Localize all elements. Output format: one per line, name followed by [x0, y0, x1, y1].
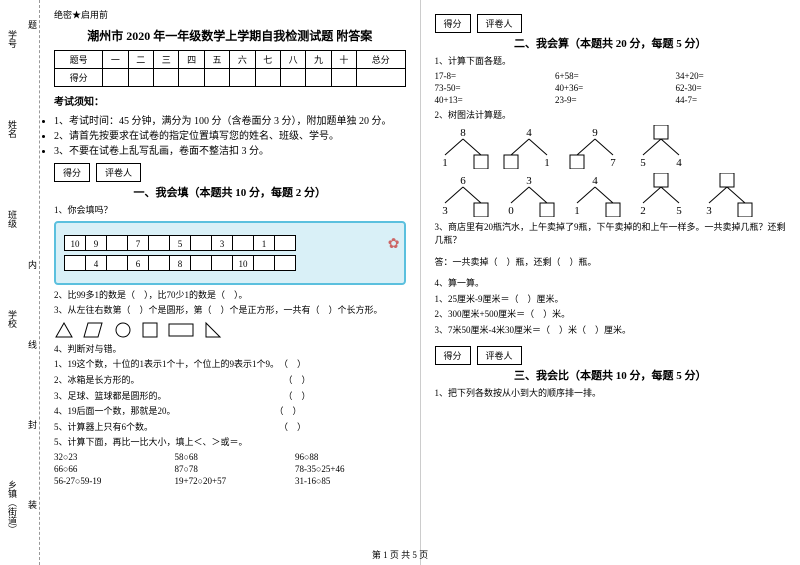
- q2-3-answer: 答：一共卖掉（ ）瓶，还剩（ ）瓶。: [435, 256, 787, 269]
- score-mini: 得分 评卷人: [435, 14, 787, 33]
- svg-text:7: 7: [610, 157, 616, 169]
- section1-title: 一、我会填（本题共 10 分，每题 2 分）: [54, 184, 406, 200]
- q2-2: 2、树图法计算题。: [435, 109, 787, 122]
- score-cell: 得分: [435, 346, 471, 365]
- cut-hint: 题: [26, 20, 39, 29]
- svg-text:6: 6: [460, 175, 466, 187]
- tree-icon: 4 1: [567, 173, 623, 217]
- num-row-1: 1097531: [64, 235, 396, 251]
- tree-icon: 4 1: [501, 125, 557, 169]
- tf-item: 2、冰箱是长方形的。 （ ）: [54, 374, 406, 387]
- svg-text:1: 1: [442, 157, 448, 169]
- svg-text:3: 3: [526, 175, 532, 187]
- score-cell: 得分: [435, 14, 471, 33]
- circle-icon: [114, 321, 132, 339]
- tf-item: 4、19后面一个数，那就是20。 （ ）: [54, 405, 406, 418]
- cut-hint: 封: [26, 420, 39, 429]
- tree-icon: 5 4: [633, 125, 689, 169]
- q2-4-item: 1、25厘米-9厘米＝（ ）厘米。: [435, 293, 787, 306]
- tree-row-1: 8 1 4 1 9 7 5 4: [435, 125, 787, 169]
- score-mini: 得分 评卷人: [54, 163, 406, 182]
- cut-hint: 内: [26, 260, 39, 269]
- notice-item: 2、请首先按要求在试卷的指定位置填写您的姓名、班级、学号。: [54, 127, 406, 142]
- binding-margin: 学号 姓名 班级 学校 乡镇（街道） 题 内 线 封 装: [0, 0, 40, 565]
- q1-2: 2、比99多1的数是（ ），比70少1的数是（ ）。: [54, 289, 406, 302]
- rectangle-icon: [168, 323, 194, 337]
- cut-hint: 线: [26, 340, 39, 349]
- notice-list: 1、考试时间：45 分钟，满分为 100 分（含卷面分 3 分），附加题单独 2…: [54, 112, 406, 157]
- bind-label: 乡镇（街道）: [6, 480, 19, 534]
- parallelogram-icon: [84, 321, 104, 339]
- tree-icon: 9 7: [567, 125, 623, 169]
- tf-item: 3、足球、篮球都是圆形的。 （ ）: [54, 390, 406, 403]
- svg-text:5: 5: [676, 205, 682, 217]
- tree-icon: 2 5: [633, 173, 689, 217]
- right-column: 得分 评卷人 二、我会算（本题共 20 分，每题 5 分） 1、计算下面各题。 …: [421, 0, 800, 565]
- secret-label: 绝密★启用前: [54, 8, 406, 21]
- bind-label: 学号: [6, 30, 19, 48]
- triangle-icon: [54, 321, 74, 339]
- exam-title: 潮州市 2020 年一年级数学上学期自我检测试题 附答案: [54, 27, 406, 44]
- bind-label: 班级: [6, 210, 19, 228]
- num-row-2: 46810: [64, 255, 396, 271]
- score-table: 题号一二三四五六七八九十总分 得分: [54, 50, 406, 87]
- tree-icon: 6 3: [435, 173, 491, 217]
- q1-1: 1、你会填吗？: [54, 204, 406, 217]
- svg-text:2: 2: [640, 205, 646, 217]
- svg-text:5: 5: [640, 157, 646, 169]
- shapes-row: [54, 321, 406, 339]
- bind-label: 姓名: [6, 120, 19, 138]
- bind-label: 学校: [6, 310, 19, 328]
- q1-3: 3、从左往右数第（ ）个是圆形，第（ ）个是正方形，一共有（ ）个长方形。: [54, 304, 406, 317]
- score-value-row: 得分: [55, 69, 406, 87]
- right-triangle-icon: [204, 321, 222, 339]
- fill-box: 1097531 46810: [54, 221, 406, 285]
- q2-4-item: 3、7米50厘米-4米30厘米＝（ ）米（ ）厘米。: [435, 324, 787, 337]
- svg-text:4: 4: [676, 157, 682, 169]
- left-column: 绝密★启用前 潮州市 2020 年一年级数学上学期自我检测试题 附答案 题号一二…: [40, 0, 420, 565]
- tree-icon: 3 0: [501, 173, 557, 217]
- marker-cell: 评卷人: [477, 14, 522, 33]
- svg-text:0: 0: [508, 205, 514, 217]
- q1-4: 4、判断对与错。: [54, 343, 406, 356]
- score-cell: 得分: [54, 163, 90, 182]
- q3-1: 1、把下列各数按从小到大的顺序排一排。: [435, 387, 787, 400]
- tree-icon: 3: [699, 173, 755, 217]
- notice-item: 3、不要在试卷上乱写乱画，卷面不整洁扣 3 分。: [54, 142, 406, 157]
- section3-title: 三、我会比（本题共 10 分，每题 5 分）: [435, 367, 787, 383]
- svg-text:9: 9: [592, 127, 598, 139]
- svg-text:1: 1: [544, 157, 550, 169]
- notice-item: 1、考试时间：45 分钟，满分为 100 分（含卷面分 3 分），附加题单独 2…: [54, 112, 406, 127]
- svg-text:3: 3: [706, 205, 712, 217]
- svg-text:4: 4: [526, 127, 532, 139]
- calc-grid: 17-8=6+58=34+20= 73-50=40+36=62-30= 40+1…: [435, 71, 787, 105]
- marker-cell: 评卷人: [477, 346, 522, 365]
- flower-icon: ✿: [388, 236, 400, 253]
- tf-item: 5、计算器上只有6个数。 （ ）: [54, 421, 406, 434]
- tree-row-2: 6 3 3 0 4 1 2 5: [435, 173, 787, 217]
- section2-title: 二、我会算（本题共 20 分，每题 5 分）: [435, 35, 787, 51]
- q2-3: 3、商店里有20瓶汽水，上午卖掉了9瓶，下午卖掉的和上午一样多。一共卖掉几瓶？还…: [435, 221, 787, 246]
- square-icon: [142, 322, 158, 338]
- cut-hint: 装: [26, 500, 39, 509]
- tree-icon: 8 1: [435, 125, 491, 169]
- notice-heading: 考试须知：: [54, 93, 406, 108]
- score-mini: 得分 评卷人: [435, 346, 787, 365]
- score-header-row: 题号一二三四五六七八九十总分: [55, 51, 406, 69]
- svg-text:3: 3: [442, 205, 448, 217]
- svg-text:8: 8: [460, 127, 466, 139]
- svg-text:4: 4: [592, 175, 598, 187]
- tf-item: 1、19这个数，十位的1表示1个十，个位上的9表示1个9。 （ ）: [54, 358, 406, 371]
- compare-grid: 32○2358○6896○88 66○6687○7878-35○25+46 56…: [54, 452, 406, 486]
- marker-cell: 评卷人: [96, 163, 141, 182]
- page-footer: 第 1 页 共 5 页: [0, 548, 800, 561]
- q2-4-item: 2、300厘米+500厘米＝（ ）米。: [435, 308, 787, 321]
- q2-1: 1、计算下面各题。: [435, 55, 787, 68]
- q1-5: 5、计算下面，再比一比大小，填上＜、＞或＝。: [54, 436, 406, 449]
- svg-text:1: 1: [574, 205, 580, 217]
- q2-4: 4、算一算。: [435, 277, 787, 290]
